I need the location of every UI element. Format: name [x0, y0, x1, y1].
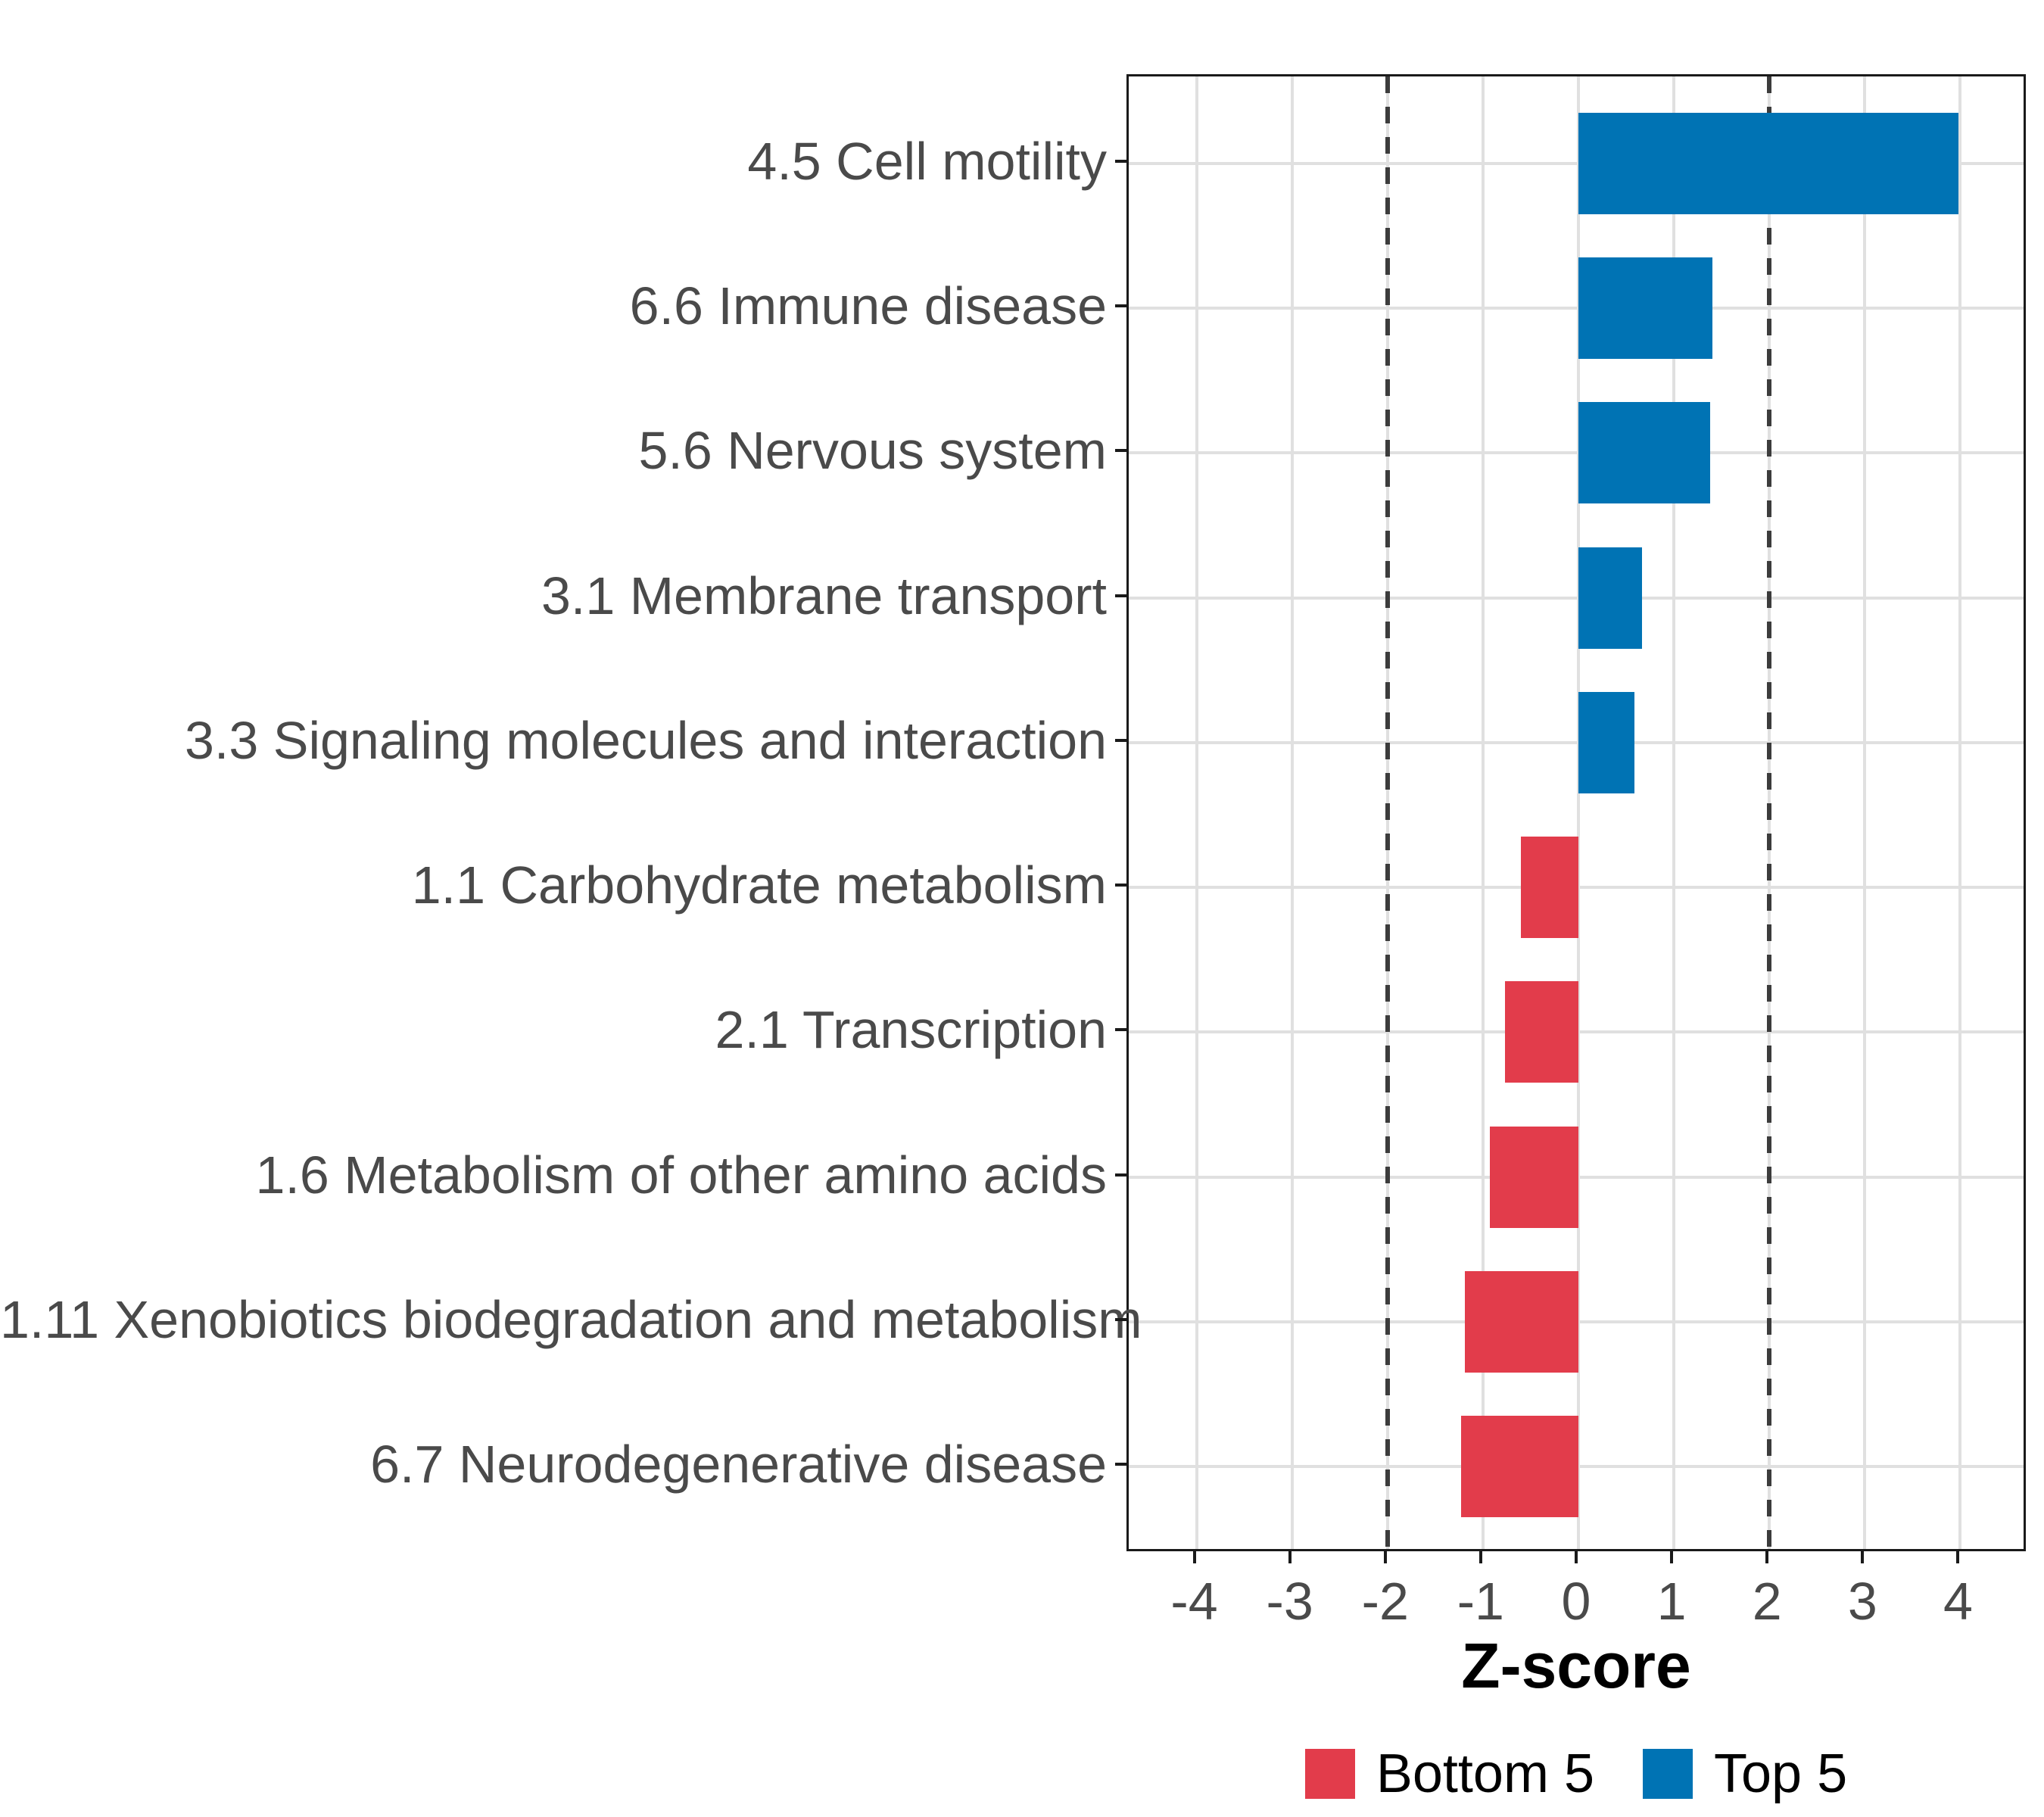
bar-top5 — [1578, 112, 1958, 214]
bar-bottom5 — [1460, 1416, 1578, 1518]
category-label: 6.7 Neurodegenerative disease — [370, 1435, 1107, 1494]
x-tick-label: 0 — [1561, 1572, 1591, 1631]
bar-bottom5 — [1489, 1126, 1578, 1228]
x-gridline — [1577, 76, 1580, 1549]
x-tick-mark — [1670, 1551, 1674, 1563]
y-tick-mark — [1115, 1028, 1126, 1032]
legend-item: Bottom 5 — [1304, 1743, 1594, 1805]
bar-bottom5 — [1504, 981, 1578, 1083]
category-label: 1.1 Carbohydrate metabolism — [411, 856, 1107, 915]
category-label: 3.1 Membrane transport — [541, 566, 1107, 625]
category-label: 2.1 Transcription — [715, 1000, 1107, 1060]
x-tick-label: 4 — [1943, 1572, 1973, 1631]
x-tick-label: 1 — [1656, 1572, 1687, 1631]
category-label: 5.6 Nervous system — [638, 421, 1107, 481]
bar-top5 — [1578, 691, 1635, 793]
category-label: 4.5 Cell motility — [747, 131, 1107, 191]
legend: Bottom 5 Top 5 — [1126, 1732, 2026, 1815]
legend-item: Top 5 — [1643, 1743, 1847, 1805]
x-tick-mark — [1956, 1551, 1960, 1563]
y-tick-mark — [1115, 738, 1126, 742]
y-gridline — [1129, 596, 2024, 600]
y-tick-mark — [1115, 449, 1126, 453]
x-gridline — [1481, 76, 1485, 1549]
legend-swatch-top5 — [1643, 1749, 1693, 1799]
plot-panel — [1126, 74, 2026, 1551]
x-tick-label: -3 — [1266, 1572, 1313, 1631]
x-gridline — [1290, 76, 1294, 1549]
x-gridline — [1195, 76, 1198, 1549]
bar-bottom5 — [1464, 1270, 1578, 1373]
category-label: 1.6 Metabolism of other amino acids — [255, 1145, 1107, 1205]
bar-bottom5 — [1521, 837, 1578, 939]
x-tick-label: -4 — [1170, 1572, 1218, 1631]
x-tick-mark — [1192, 1551, 1196, 1563]
bar-top5 — [1578, 257, 1712, 360]
x-tick-mark — [1861, 1551, 1865, 1563]
category-label: 1.11 Xenobiotics biodegradation and meta… — [0, 1289, 1142, 1349]
reference-line — [1385, 76, 1390, 1549]
x-tick-mark — [1478, 1551, 1482, 1563]
x-tick-label: 2 — [1752, 1572, 1782, 1631]
x-tick-mark — [1765, 1551, 1769, 1563]
x-gridline — [1863, 76, 1867, 1549]
y-gridline — [1129, 161, 2024, 165]
reference-line — [1767, 76, 1772, 1549]
y-tick-mark — [1115, 1173, 1126, 1177]
category-label: 3.3 Signaling molecules and interaction — [185, 710, 1107, 770]
y-gridline — [1129, 307, 2024, 310]
y-tick-mark — [1115, 594, 1126, 597]
legend-label: Top 5 — [1714, 1744, 1848, 1804]
y-tick-mark — [1115, 1463, 1126, 1466]
y-gridline — [1129, 451, 2024, 455]
bar-top5 — [1578, 547, 1643, 649]
x-tick-label: -1 — [1457, 1572, 1504, 1631]
x-tick-mark — [1288, 1551, 1292, 1563]
x-gridline — [1958, 76, 1962, 1549]
bar-top5 — [1578, 402, 1711, 504]
plot-panel-inner — [1129, 76, 2024, 1549]
x-tick-mark — [1575, 1551, 1578, 1563]
category-label: 6.6 Immune disease — [629, 276, 1107, 336]
legend-label: Bottom 5 — [1376, 1744, 1594, 1804]
y-tick-mark — [1115, 884, 1126, 887]
y-tick-mark — [1115, 1317, 1126, 1321]
y-tick-mark — [1115, 159, 1126, 163]
x-tick-mark — [1383, 1551, 1387, 1563]
x-tick-label: 3 — [1847, 1572, 1877, 1631]
y-tick-mark — [1115, 304, 1126, 308]
legend-swatch-bottom5 — [1304, 1749, 1355, 1799]
y-gridline — [1129, 740, 2024, 744]
x-tick-label: -2 — [1361, 1572, 1409, 1631]
x-axis-title: Z-score — [1461, 1630, 1691, 1701]
x-gridline — [1672, 76, 1676, 1549]
